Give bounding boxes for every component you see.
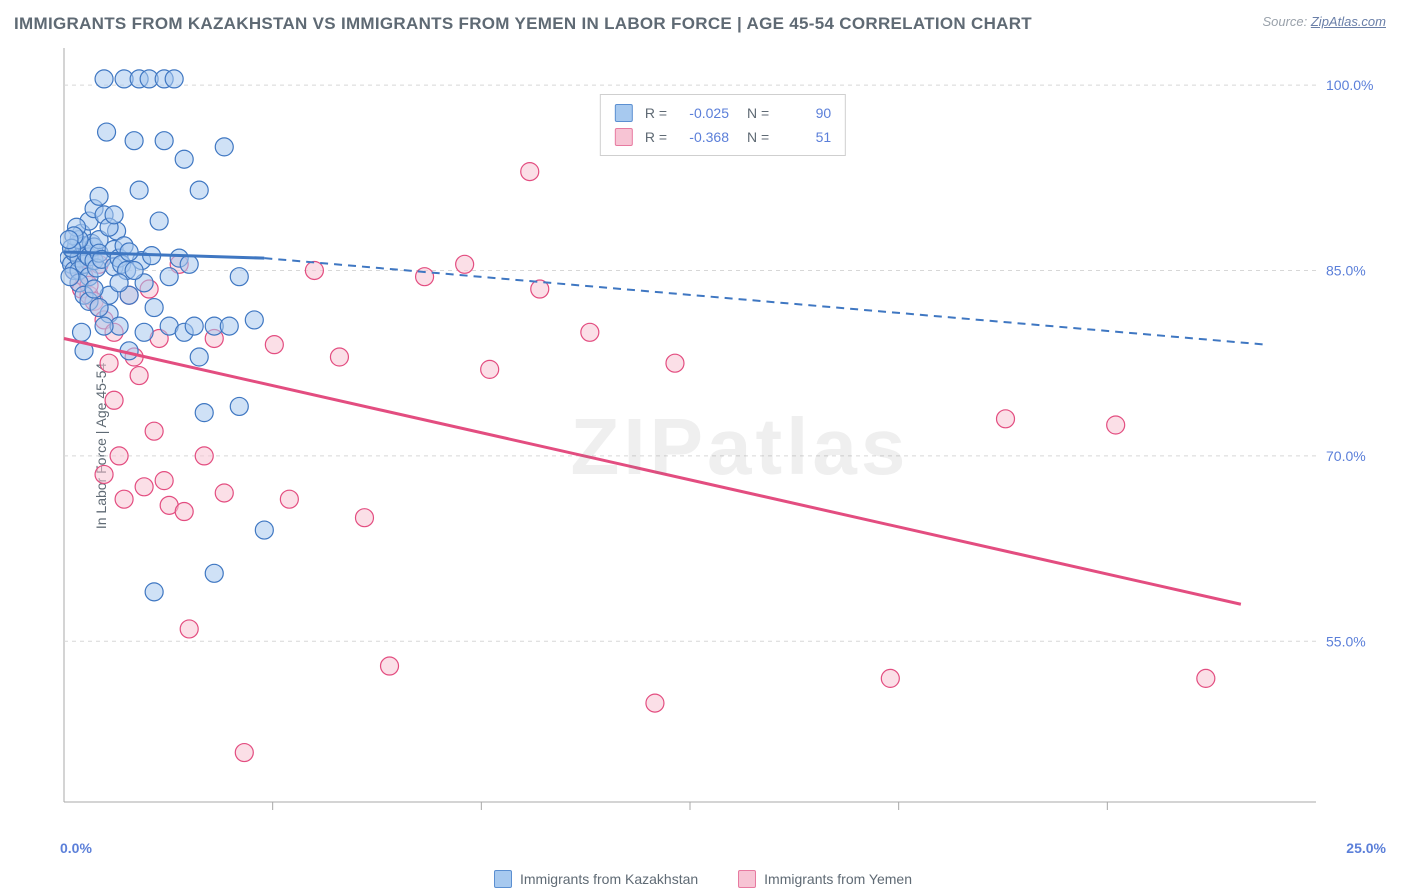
legend-label-series2: Immigrants from Yemen bbox=[764, 871, 912, 887]
n-label: N = bbox=[747, 129, 769, 145]
legend-swatch-series2 bbox=[738, 870, 756, 888]
source-link[interactable]: ZipAtlas.com bbox=[1311, 14, 1386, 29]
stats-row-series1: R = -0.025 N = 90 bbox=[615, 101, 831, 125]
r-value-series1: -0.025 bbox=[675, 105, 729, 121]
stats-legend: R = -0.025 N = 90 R = -0.368 N = 51 bbox=[600, 94, 846, 156]
n-value-series1: 90 bbox=[777, 105, 831, 121]
x-axis-max-label: 25.0% bbox=[1346, 840, 1386, 856]
n-label: N = bbox=[747, 105, 769, 121]
r-label: R = bbox=[645, 105, 667, 121]
n-value-series2: 51 bbox=[777, 129, 831, 145]
stats-row-series2: R = -0.368 N = 51 bbox=[615, 125, 831, 149]
swatch-series2 bbox=[615, 128, 633, 146]
source-prefix: Source: bbox=[1262, 14, 1310, 29]
svg-text:85.0%: 85.0% bbox=[1326, 262, 1366, 278]
r-label: R = bbox=[645, 129, 667, 145]
svg-text:55.0%: 55.0% bbox=[1326, 633, 1366, 649]
legend-swatch-series1 bbox=[494, 870, 512, 888]
svg-text:70.0%: 70.0% bbox=[1326, 448, 1366, 464]
legend-item-series2: Immigrants from Yemen bbox=[738, 870, 912, 888]
x-axis-min-label: 0.0% bbox=[60, 840, 92, 856]
chart-title: IMMIGRANTS FROM KAZAKHSTAN VS IMMIGRANTS… bbox=[14, 14, 1032, 34]
source-attribution: Source: ZipAtlas.com bbox=[1262, 14, 1386, 29]
chart-area: 55.0%70.0%85.0%100.0% ZIPatlas R = -0.02… bbox=[60, 44, 1386, 832]
legend-label-series1: Immigrants from Kazakhstan bbox=[520, 871, 698, 887]
svg-text:100.0%: 100.0% bbox=[1326, 77, 1373, 93]
bottom-legend: Immigrants from Kazakhstan Immigrants fr… bbox=[0, 870, 1406, 888]
legend-item-series1: Immigrants from Kazakhstan bbox=[494, 870, 698, 888]
swatch-series1 bbox=[615, 104, 633, 122]
r-value-series2: -0.368 bbox=[675, 129, 729, 145]
scatter-chart: 55.0% 70.0% 85.0% 100.0% bbox=[60, 44, 1386, 832]
